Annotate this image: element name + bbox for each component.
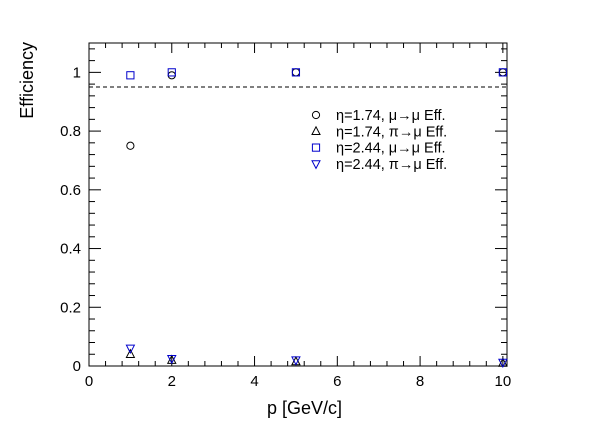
data-point-series-3 <box>291 68 301 77</box>
y-tick-label: 1 <box>73 64 81 81</box>
data-point-series-4 <box>125 344 136 354</box>
legend-marker-2 <box>311 125 321 135</box>
y-tick-label: 0.6 <box>60 182 81 199</box>
legend-marker-4 <box>311 160 321 170</box>
data-point-series-3 <box>126 71 135 80</box>
x-tick-label: 0 <box>85 373 93 390</box>
x-tick-label: 6 <box>333 373 341 390</box>
legend-label-3: η=2.44, μ→μ Eff. <box>336 141 446 157</box>
x-axis-title: p [GeV/c] <box>267 398 342 418</box>
legend-marker-3 <box>311 143 321 152</box>
data-point-series-4 <box>166 354 177 365</box>
x-tick-label: 4 <box>250 373 258 390</box>
data-point-series-1 <box>167 71 176 80</box>
legend-marker-1 <box>311 110 321 120</box>
y-tick-label: 0.8 <box>60 123 81 140</box>
data-point-series-4 <box>291 356 301 366</box>
y-tick-label: 0 <box>73 358 81 375</box>
y-tick-label: 0.2 <box>60 299 81 316</box>
x-tick-label: 2 <box>168 373 176 390</box>
y-tick-label: 0.4 <box>60 241 81 258</box>
data-point-series-1 <box>291 68 301 77</box>
x-tick-label: 10 <box>495 373 512 390</box>
legend-label-1: η=1.74, μ→μ Eff. <box>336 108 446 124</box>
plot-frame <box>88 42 508 367</box>
data-point-series-3 <box>498 68 507 77</box>
data-point-series-1 <box>126 141 135 150</box>
y-axis-title: Efficiency <box>17 42 37 119</box>
data-point-series-2 <box>125 348 136 358</box>
data-point-series-4 <box>498 358 508 369</box>
data-point-series-3 <box>167 68 176 77</box>
legend-label-2: η=1.74, π→μ Eff. <box>336 124 447 140</box>
x-tick-label: 8 <box>416 373 424 390</box>
legend-label-4: η=2.44, π→μ Eff. <box>336 157 447 173</box>
